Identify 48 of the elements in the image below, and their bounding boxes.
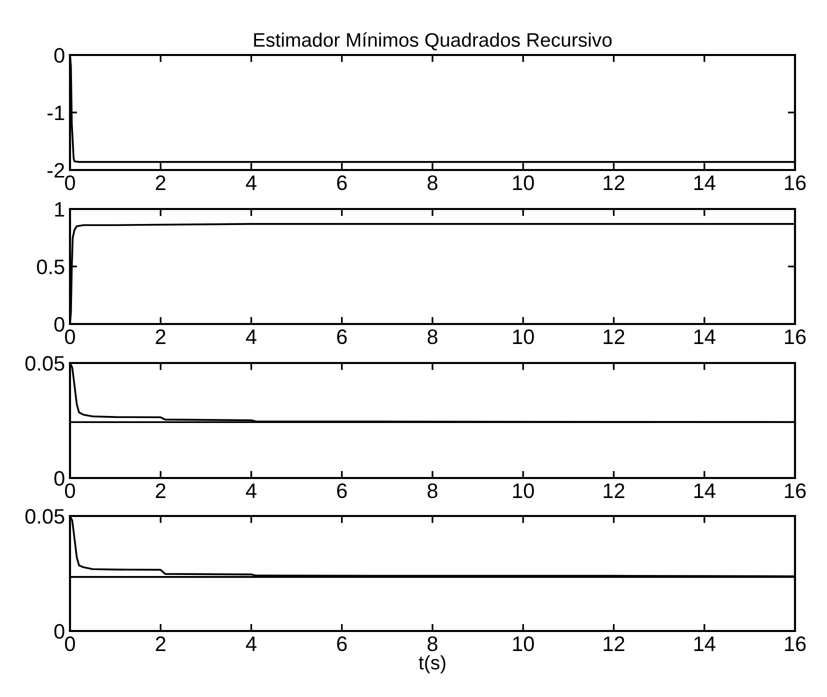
- x-tick-label: 12: [604, 329, 624, 344]
- y-tick-label: 0: [54, 317, 64, 332]
- x-tick-label: 2: [156, 636, 166, 651]
- x-tick-label: 4: [246, 176, 256, 190]
- x-tick-label: 2: [156, 175, 166, 190]
- x-tick-label: 14: [694, 176, 716, 190]
- x-tick-label: 0: [65, 636, 75, 652]
- x-tick-label: 10: [513, 636, 534, 652]
- y-tick-label: 0.05: [25, 509, 64, 524]
- x-tick-label: 2: [156, 483, 166, 498]
- x-tick-label: 6: [337, 329, 347, 344]
- x-tick-label: 8: [428, 329, 438, 344]
- x-tick-label: 0: [65, 329, 75, 344]
- x-tick-label: 12: [604, 175, 624, 190]
- x-tick-label: 16: [785, 483, 806, 498]
- y-tick-label: 0: [54, 471, 64, 486]
- x-tick-label: 10: [513, 483, 534, 498]
- y-tick-label: 0: [54, 48, 64, 63]
- x-tick-label: 6: [337, 636, 347, 652]
- x-tick-label: 6: [337, 175, 347, 190]
- y-tick-label: 0: [54, 624, 64, 639]
- x-tick-label: 16: [785, 636, 806, 652]
- y-tick-label: -1: [48, 106, 64, 120]
- x-tick-label: 6: [337, 483, 347, 498]
- x-tick-label: 12: [604, 636, 624, 651]
- x-tick-label: 16: [785, 175, 806, 190]
- chart-title: Estimador Mínimos Quadrados Recursivo: [254, 32, 612, 50]
- x-tick-label: 10: [513, 329, 534, 344]
- x-tick-label: 12: [604, 483, 624, 498]
- x-tick-label: 4: [246, 636, 256, 651]
- x-tick-label: 0: [65, 175, 75, 190]
- x-tick-label: 16: [785, 329, 806, 344]
- x-tick-label: 4: [246, 484, 256, 498]
- x-tick-label: 0: [65, 483, 75, 498]
- y-tick-label: 1: [55, 202, 64, 217]
- x-tick-label: 8: [428, 636, 438, 652]
- y-tick-label: 0.5: [36, 260, 64, 274]
- x-tick-label: 8: [428, 175, 438, 190]
- x-tick-label: 14: [694, 330, 716, 344]
- x-tick-label: 8: [428, 483, 438, 498]
- x-tick-label: 14: [694, 636, 716, 651]
- x-axis-title: t(s): [418, 655, 446, 674]
- x-tick-label: 2: [156, 329, 166, 344]
- x-tick-label: 4: [246, 330, 256, 344]
- x-tick-label: 14: [694, 484, 716, 498]
- x-tick-label: 10: [513, 175, 534, 190]
- y-tick-label: -2: [48, 163, 64, 178]
- y-tick-label: 0.05: [25, 356, 64, 371]
